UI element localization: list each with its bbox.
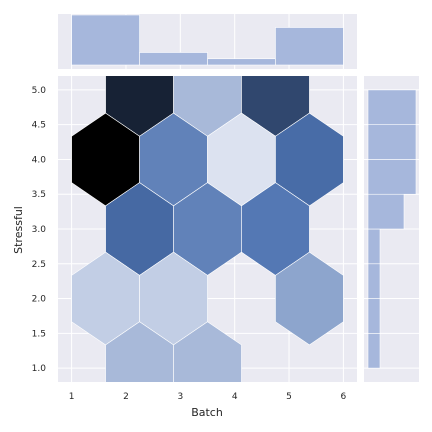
hex-cell bbox=[275, 251, 344, 346]
right-marginal-bar bbox=[367, 89, 417, 125]
x-tick-label: 2 bbox=[123, 392, 129, 402]
right-marginal-bar bbox=[367, 263, 381, 299]
y-tick-label: 3.5 bbox=[32, 190, 46, 200]
y-tick-label: 2.0 bbox=[32, 295, 47, 305]
y-axis-label: Stressful bbox=[12, 206, 25, 254]
top-marginal-bar bbox=[207, 58, 276, 66]
x-tick-label: 6 bbox=[341, 392, 347, 402]
y-tick-label: 1.5 bbox=[32, 329, 46, 339]
right-marginal-bar bbox=[367, 159, 417, 195]
right-marginal-bar bbox=[367, 193, 405, 230]
right-marginal-bar bbox=[367, 228, 381, 265]
hexbin-cells bbox=[71, 76, 344, 382]
top-marginal-bar bbox=[275, 27, 344, 66]
y-tick-label: 2.5 bbox=[32, 260, 46, 270]
y-tick-label: 3.0 bbox=[32, 225, 47, 235]
x-tick-label: 4 bbox=[232, 392, 238, 402]
y-tick-labels: 1.0 1.5 2.0 2.5 3.0 3.5 4.0 4.5 5.0 bbox=[32, 86, 47, 374]
x-axis-label: Batch bbox=[191, 406, 223, 419]
top-marginal-bar bbox=[71, 14, 140, 66]
y-tick-label: 1.0 bbox=[32, 364, 47, 374]
y-tick-label: 4.5 bbox=[32, 121, 46, 131]
top-marginal-bar bbox=[139, 52, 208, 66]
x-tick-labels: 1 2 3 4 5 6 bbox=[69, 392, 347, 402]
y-tick-label: 4.0 bbox=[32, 155, 47, 165]
right-marginal-bar bbox=[367, 298, 381, 334]
right-marginal-bars bbox=[367, 89, 417, 369]
x-tick-label: 5 bbox=[286, 392, 292, 402]
right-marginal-bar bbox=[367, 124, 417, 160]
right-marginal-bar bbox=[367, 333, 381, 369]
top-marginal-bars bbox=[71, 14, 344, 66]
x-tick-label: 1 bbox=[69, 392, 75, 402]
y-tick-label: 5.0 bbox=[32, 86, 47, 96]
hex-cell bbox=[173, 321, 242, 382]
x-tick-label: 3 bbox=[177, 392, 183, 402]
